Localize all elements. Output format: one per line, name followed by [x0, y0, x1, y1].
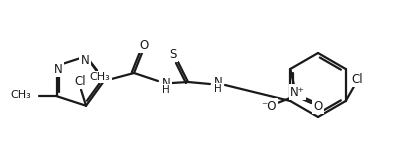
- Text: N: N: [81, 54, 90, 67]
- Text: N: N: [214, 75, 222, 88]
- Text: CH₃: CH₃: [10, 90, 31, 100]
- Text: CH₃: CH₃: [90, 72, 110, 82]
- Text: S: S: [169, 47, 177, 60]
- Text: O: O: [314, 99, 323, 112]
- Text: H: H: [214, 84, 222, 94]
- Text: N: N: [54, 63, 62, 76]
- Text: N: N: [162, 76, 170, 90]
- Text: ⁻O: ⁻O: [262, 99, 277, 112]
- Text: O: O: [139, 39, 149, 52]
- Text: Cl: Cl: [74, 75, 86, 88]
- Text: Cl: Cl: [351, 73, 362, 86]
- Text: N⁺: N⁺: [290, 86, 305, 99]
- Text: H: H: [162, 85, 170, 95]
